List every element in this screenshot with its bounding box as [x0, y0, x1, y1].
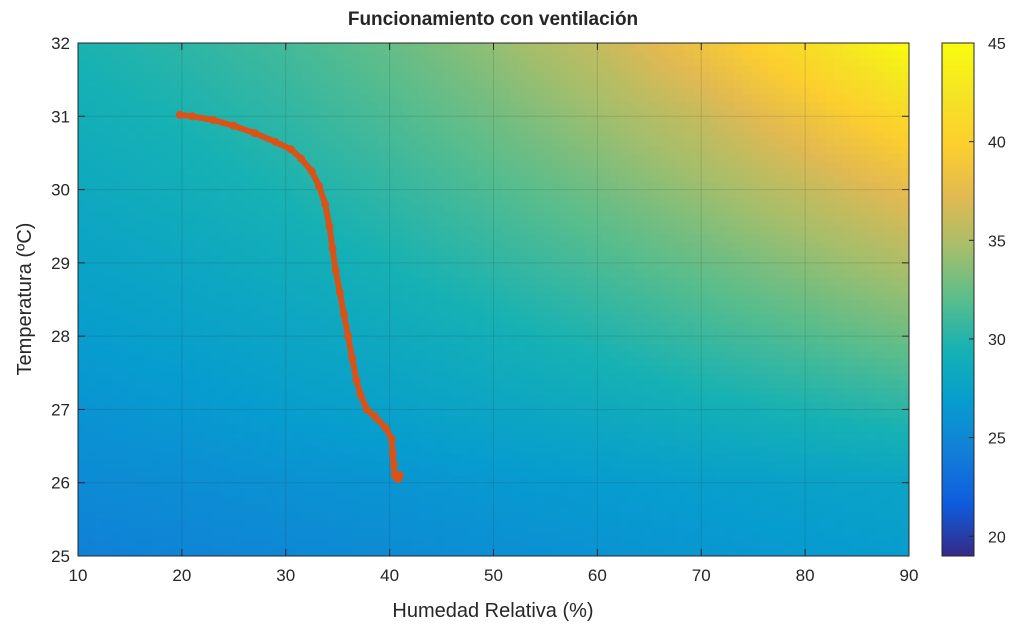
x-tick-label: 90 [900, 566, 919, 585]
colorbar-tick-label: 25 [988, 431, 1006, 448]
x-tick-label: 70 [692, 566, 711, 585]
x-tick-label: 80 [796, 566, 815, 585]
series-point [329, 244, 337, 252]
series-point [340, 310, 348, 318]
series-point [209, 116, 217, 124]
series-point [308, 167, 316, 175]
y-tick-label: 30 [51, 181, 70, 200]
series-point [188, 112, 196, 120]
series-point [325, 222, 333, 230]
colorbar-ticks: 20 25 30 35 40 45 [969, 36, 1006, 546]
x-tick-label: 30 [276, 566, 295, 585]
y-tick-label: 28 [51, 327, 70, 346]
series-point [287, 145, 295, 153]
colorbar-tick-label: 35 [988, 233, 1006, 250]
x-axis-title: Humedad Relativa (%) [392, 600, 593, 622]
series-point [251, 129, 259, 137]
colorbar-tick-label: 45 [988, 36, 1006, 53]
series-point [371, 413, 379, 421]
y-tick-label: 25 [51, 547, 70, 566]
series-point [388, 435, 396, 443]
y-tick-label: 29 [51, 254, 70, 273]
series-point [176, 111, 184, 119]
series-point [271, 138, 279, 146]
y-tick-label: 26 [51, 474, 70, 493]
y-tick-label: 27 [51, 400, 70, 419]
y-axis-title: Temperatura (ºC) [14, 223, 36, 376]
series-point [344, 332, 352, 340]
colorbar [942, 43, 974, 556]
colorbar-tick-label: 20 [988, 529, 1006, 546]
x-tick-label: 60 [588, 566, 607, 585]
series-point [363, 405, 371, 413]
series-point [352, 376, 360, 384]
series-point [336, 288, 344, 296]
series-point [315, 182, 323, 190]
colorbar-tick-label: 40 [988, 135, 1006, 152]
y-tick-label: 32 [51, 34, 70, 53]
series-point [321, 200, 329, 208]
series-point [357, 391, 365, 399]
chart-title: Funcionamiento con ventilación [348, 9, 638, 30]
series-point [230, 122, 238, 130]
series-point [389, 449, 397, 457]
series-point [297, 155, 305, 163]
series-point [382, 424, 390, 432]
series-point [390, 460, 398, 468]
series-point [396, 471, 404, 479]
series-point [332, 266, 340, 274]
x-tick-label: 10 [69, 566, 88, 585]
x-tick-label: 20 [172, 566, 191, 585]
x-tick-label: 50 [484, 566, 503, 585]
series-point [348, 354, 356, 362]
colorbar-tick-label: 30 [988, 332, 1006, 349]
x-tick-label: 40 [380, 566, 399, 585]
y-tick-label: 31 [51, 107, 70, 126]
